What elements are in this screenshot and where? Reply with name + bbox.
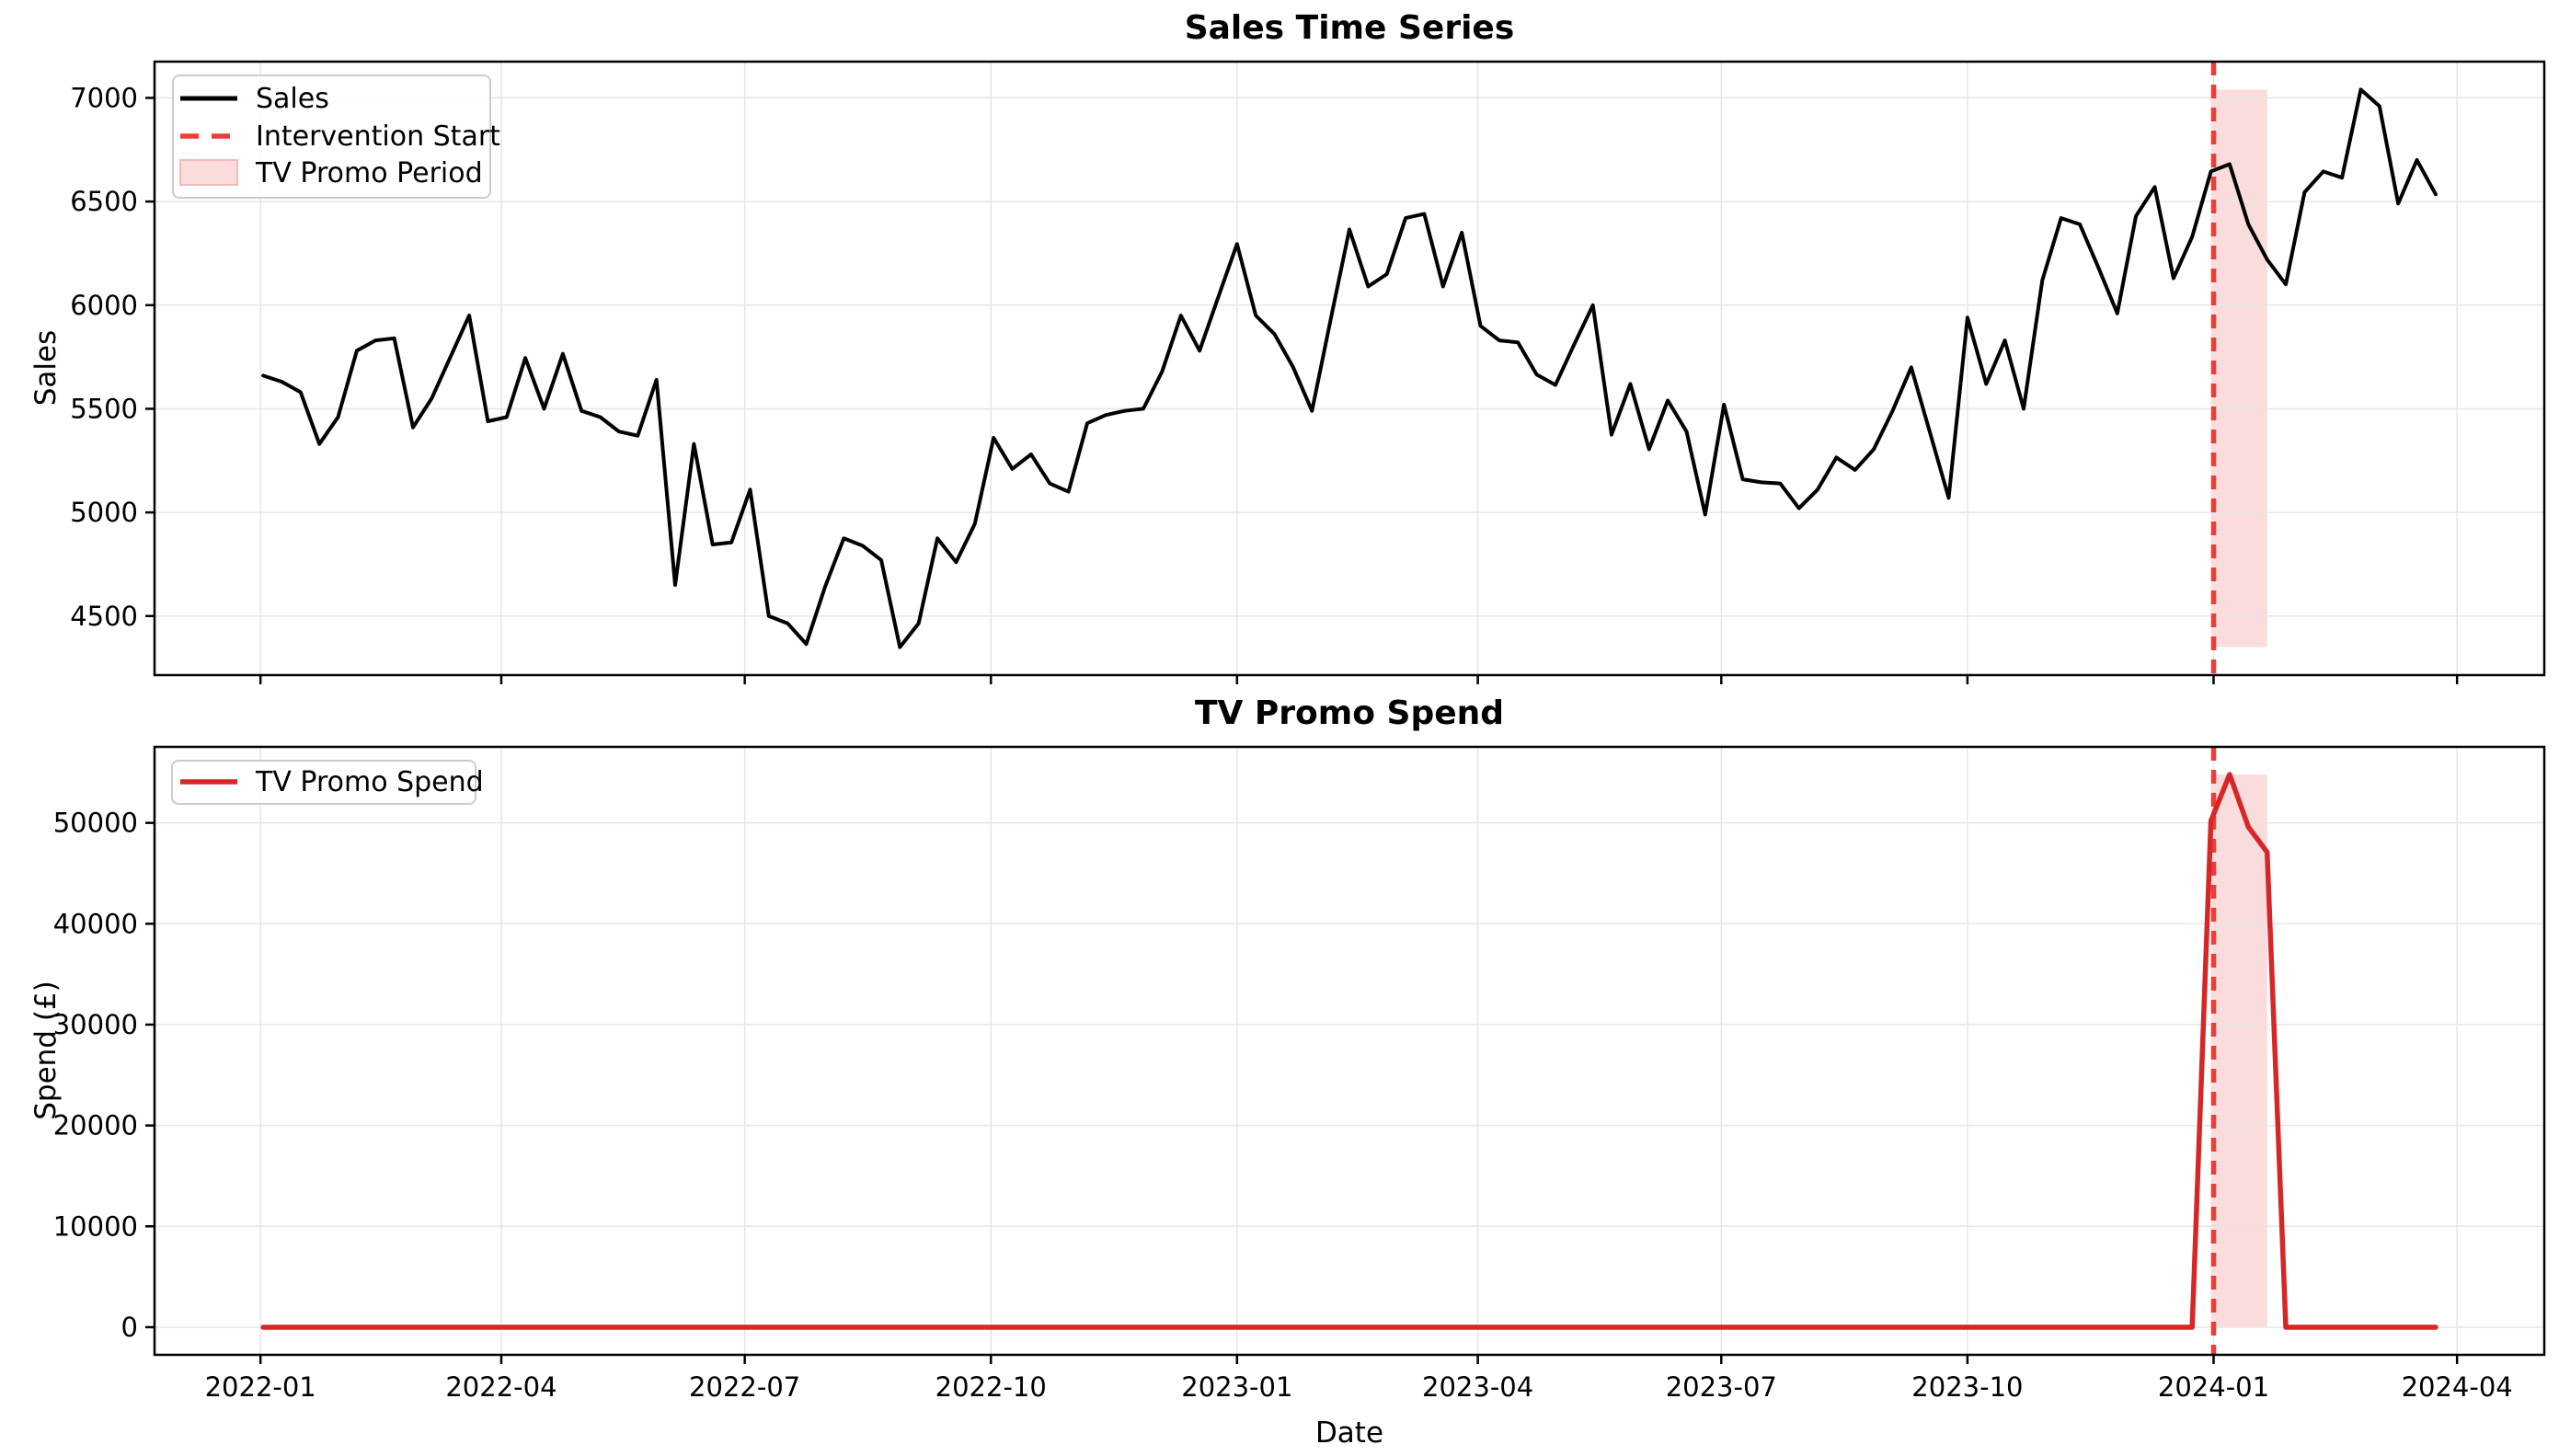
- series-tv-promo-spend: [260, 772, 2439, 1330]
- x-tick-label: 2023-04: [1422, 1371, 1533, 1403]
- axes-spines: [153, 60, 2546, 677]
- series-sales: [261, 87, 2438, 649]
- plot-background: [155, 62, 2544, 675]
- y-tick-label: 5000: [70, 497, 138, 528]
- sales-plot-area: 4500 5000 5500 6000 6500 7000: [70, 60, 2546, 684]
- spend-legend: TV Promo Spend: [171, 760, 484, 805]
- spend-y-axis-label: Spend (£): [29, 980, 63, 1120]
- legend-label-promo-period: TV Promo Period: [255, 157, 483, 189]
- y-tick-label: 30000: [53, 1009, 138, 1040]
- plot-background: [155, 747, 2544, 1355]
- x-tick-label: 2024-04: [2402, 1371, 2513, 1403]
- sales-chart-title: Sales Time Series: [1185, 9, 1515, 47]
- y-tick-label: 6000: [70, 290, 138, 321]
- promo-period-band: [2210, 774, 2267, 1327]
- legend-label-intervention: Intervention Start: [256, 120, 500, 153]
- y-tick-label: 50000: [53, 808, 138, 839]
- y-tick-label: 0: [121, 1312, 138, 1343]
- axes-spines: [153, 745, 2546, 1357]
- x-tick-label: 2024-01: [2158, 1371, 2269, 1403]
- sales-chart: Sales Time Series Sales 4500 5000 5500 6000…: [29, 9, 2546, 684]
- y-tick-label: 20000: [53, 1110, 138, 1141]
- y-tick-label: 6500: [70, 186, 138, 217]
- legend-frame: [172, 75, 491, 199]
- legend-label-sales: Sales: [256, 83, 329, 115]
- x-tick-label: 2022-07: [689, 1371, 800, 1403]
- x-tick-label: 2023-01: [1181, 1371, 1292, 1403]
- y-tick-label: 7000: [70, 82, 138, 113]
- x-tick-label: 2023-07: [1666, 1371, 1777, 1403]
- y-tick-label: 5500: [70, 393, 138, 424]
- x-tick-label: 2022-01: [205, 1371, 316, 1403]
- spend-plot-area: 2022-01 2022-04 2022-07 2022-10 2023-01 2023-…: [53, 745, 2546, 1403]
- x-tick-label: 2022-04: [445, 1371, 557, 1403]
- y-tick-label: 40000: [53, 908, 138, 939]
- promo-period-band: [2210, 89, 2267, 648]
- legend-frame: [171, 760, 476, 805]
- x-tick-label: 2023-10: [1911, 1371, 2023, 1403]
- y-tick-label: 4500: [70, 601, 138, 632]
- sales-legend: Sales Intervention Start TV Promo Period: [172, 75, 500, 199]
- sales-y-axis-label: Sales: [29, 330, 63, 407]
- x-axis-label-date: Date: [1315, 1416, 1383, 1450]
- spend-chart-title: TV Promo Spend: [1195, 694, 1504, 732]
- legend-sample-promo-patch: [179, 159, 238, 186]
- legend-label-spend: TV Promo Spend: [255, 766, 484, 798]
- x-tick-label: 2022-10: [935, 1371, 1047, 1403]
- y-tick-label: 10000: [53, 1210, 138, 1242]
- spend-chart: TV Promo Spend Spend (£) Date 2022-01 202…: [29, 694, 2546, 1450]
